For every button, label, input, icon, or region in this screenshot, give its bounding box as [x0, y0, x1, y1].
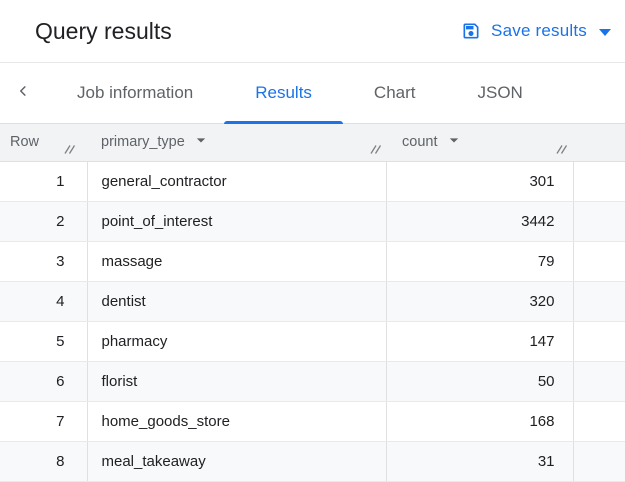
caret-down-icon: [599, 29, 611, 36]
column-header-count-label: count: [402, 134, 438, 151]
count-cell: 147: [386, 321, 574, 362]
table-row: 3 massage 79: [0, 241, 625, 282]
column-resize-handle-icon[interactable]: [369, 142, 382, 158]
count-cell: 320: [386, 281, 574, 322]
primary-type-cell: home_goods_store: [87, 401, 387, 442]
count-cell: 301: [386, 161, 574, 202]
filler-cell: [573, 321, 625, 362]
column-resize-handle-icon[interactable]: [555, 142, 568, 158]
filler-cell: [573, 441, 625, 482]
table-row: 4 dentist 320: [0, 281, 625, 322]
page-title: Query results: [35, 17, 172, 44]
filler-cell: [573, 161, 625, 202]
column-header-row[interactable]: Row: [0, 124, 87, 162]
row-number-cell: 5: [0, 321, 88, 362]
tab-bar: Job information Results Chart JSON: [0, 63, 625, 124]
filler-cell: [573, 361, 625, 402]
column-header-row-label: Row: [10, 134, 40, 151]
row-number-cell: 1: [0, 161, 88, 202]
chevron-left-icon: [14, 82, 32, 105]
tab-json[interactable]: JSON: [477, 83, 523, 102]
count-cell: 79: [386, 241, 574, 282]
column-header-primary-type-label: primary_type: [101, 134, 185, 151]
table-row: 6 florist 50: [0, 361, 625, 402]
primary-type-cell: massage: [87, 241, 387, 282]
filler-cell: [573, 401, 625, 442]
tab-job-information[interactable]: Job information: [77, 83, 194, 102]
results-panel-header: Query results Save results: [0, 0, 625, 63]
row-number-cell: 7: [0, 401, 88, 442]
column-menu-arrow-icon[interactable]: [444, 138, 464, 154]
table-row: 7 home_goods_store 168: [0, 401, 625, 442]
table-row: 5 pharmacy 147: [0, 321, 625, 362]
count-cell: 50: [386, 361, 574, 402]
primary-type-cell: pharmacy: [87, 321, 387, 362]
save-results-label: Save results: [491, 21, 587, 40]
save-results-button[interactable]: Save results: [461, 21, 611, 41]
table-row: 8 meal_takeaway 31: [0, 441, 625, 482]
row-number-cell: 4: [0, 281, 88, 322]
back-button[interactable]: [0, 63, 46, 123]
table-header-row: Row primary_type coun: [0, 124, 625, 162]
count-cell: 3442: [386, 201, 574, 242]
primary-type-cell: dentist: [87, 281, 387, 322]
results-table-body: 1 general_contractor 301 2 point_of_interest…: [0, 161, 625, 482]
primary-type-cell: meal_takeaway: [87, 441, 387, 482]
table-row: 2 point_of_interest 3442: [0, 201, 625, 242]
row-number-cell: 8: [0, 441, 88, 482]
column-header-count[interactable]: count: [386, 124, 573, 162]
primary-type-cell: point_of_interest: [87, 201, 387, 242]
filler-cell: [573, 201, 625, 242]
save-icon: [461, 21, 481, 41]
row-number-cell: 2: [0, 201, 88, 242]
filler-cell: [573, 281, 625, 322]
results-table: Row primary_type coun: [0, 124, 625, 482]
count-cell: 31: [386, 441, 574, 482]
count-cell: 168: [386, 401, 574, 442]
column-resize-handle-icon[interactable]: [63, 142, 76, 158]
tab-chart[interactable]: Chart: [373, 83, 416, 102]
primary-type-cell: florist: [87, 361, 387, 402]
column-menu-arrow-icon[interactable]: [191, 138, 211, 154]
row-number-cell: 3: [0, 241, 88, 282]
filler-cell: [573, 241, 625, 282]
tab-results[interactable]: Results: [224, 63, 343, 124]
row-number-cell: 6: [0, 361, 88, 402]
column-header-filler: [573, 124, 625, 162]
column-header-primary-type[interactable]: primary_type: [87, 124, 386, 162]
table-row: 1 general_contractor 301: [0, 161, 625, 202]
primary-type-cell: general_contractor: [87, 161, 387, 202]
